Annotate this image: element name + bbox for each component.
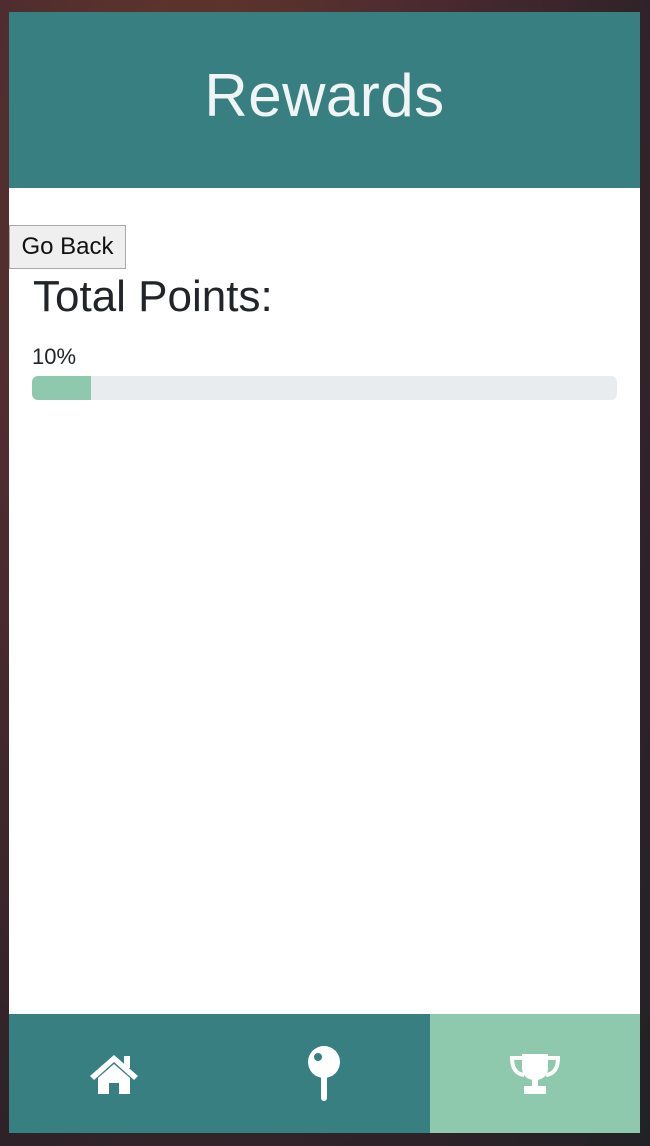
progress-fill <box>32 376 91 400</box>
app-screen: Rewards Go Back Total Points: 10% <box>9 12 640 1133</box>
nav-item-home[interactable] <box>9 1014 220 1133</box>
bottom-nav <box>9 1014 640 1133</box>
trophy-icon <box>508 1052 562 1096</box>
nav-item-rewards[interactable] <box>429 1014 640 1133</box>
progress-percent-label: 10% <box>32 344 77 369</box>
total-points-heading: Total Points: <box>33 272 273 321</box>
app-header: Rewards <box>9 12 640 188</box>
page-title: Rewards <box>204 61 445 129</box>
points-progress-bar <box>32 376 617 400</box>
home-icon <box>88 1052 140 1096</box>
go-back-button[interactable]: Go Back <box>9 225 126 269</box>
nav-item-location[interactable] <box>219 1014 430 1133</box>
map-pin-icon <box>306 1045 342 1103</box>
